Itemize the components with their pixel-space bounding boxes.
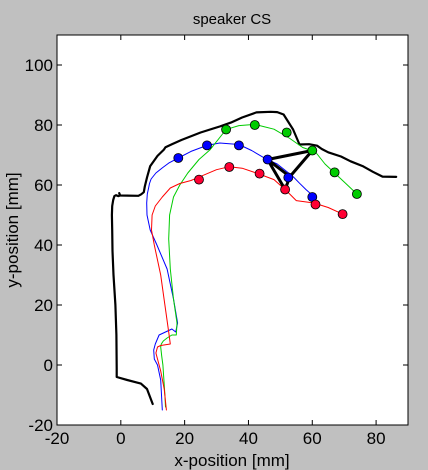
marker-point-1-0 (221, 124, 232, 135)
marker-point-1-5 (351, 189, 362, 199)
y-axis-label: y-position [mm] (3, 172, 22, 287)
axes-box (56, 34, 409, 426)
marker-point-2-5 (337, 209, 348, 220)
marker-point-2-3 (280, 184, 291, 195)
marker-point-0-1 (202, 140, 212, 151)
marker-point-1-2 (281, 127, 292, 138)
marker-point-1-1 (249, 120, 260, 130)
y-tick-label: 80 (34, 116, 53, 135)
x-tick-label: 20 (175, 429, 194, 448)
series-line-1 (146, 142, 313, 411)
series-layer (110, 110, 398, 411)
series-line-0 (110, 110, 398, 406)
series-line-3 (151, 166, 344, 411)
x-tick-label: 0 (116, 429, 125, 448)
marker-point-0-4 (283, 172, 294, 183)
x-tick-label: -20 (45, 429, 70, 448)
marker-point-1-4 (329, 167, 340, 178)
x-axis-label: x-position [mm] (174, 451, 289, 470)
y-tick-label: -20 (28, 416, 53, 435)
chart-title: speaker CS (193, 11, 271, 28)
marker-point-0-0 (173, 153, 184, 163)
marker-point-2-4 (310, 199, 321, 210)
y-tick-label: 0 (44, 356, 53, 375)
y-tick-label: 100 (25, 56, 53, 75)
marker-point-0-3 (262, 154, 273, 165)
marker-point-2-0 (194, 174, 204, 185)
x-tick-label: 60 (303, 429, 322, 448)
y-tick-label: 40 (34, 236, 53, 255)
series-line-2 (160, 123, 358, 408)
tick-layer: -20 0 20 40 60 80 -20 0 20 40 60 80 100 (25, 35, 408, 448)
marker-point-2-2 (254, 168, 265, 179)
x-tick-label: 80 (367, 429, 386, 448)
marker-point-1-3 (307, 145, 318, 156)
x-tick-label: 40 (239, 429, 258, 448)
marker-point-2-1 (224, 162, 235, 172)
marker-point-0-2 (233, 140, 244, 151)
plot-area (57, 35, 408, 425)
y-tick-label: 20 (34, 296, 53, 315)
marker-layer (173, 120, 362, 220)
y-tick-label: 60 (34, 176, 53, 195)
